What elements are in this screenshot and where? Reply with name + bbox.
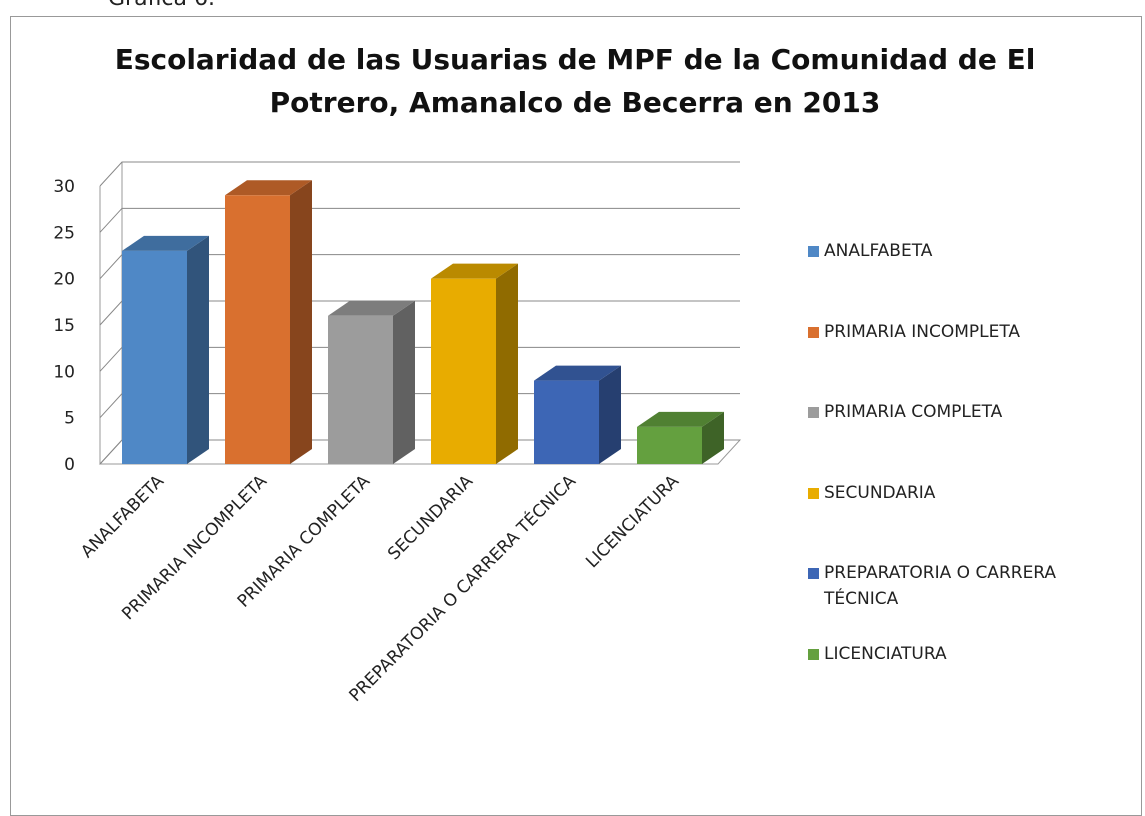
bar	[122, 250, 187, 464]
x-tick-label: PREPARATORIA O CARRERA TÉCNICA	[344, 470, 580, 706]
bar-side	[496, 263, 518, 464]
bar	[637, 426, 702, 464]
x-tick-label: LICENCIATURA	[582, 471, 683, 572]
grid-line	[99, 207, 740, 233]
legend-swatch	[808, 326, 819, 338]
legend-label: SECUNDARIA	[824, 482, 936, 503]
x-tick-label: ANALFABETA	[77, 471, 168, 562]
bar-top	[637, 411, 724, 427]
legend-item: PRIMARIA INCOMPLETA	[808, 319, 1124, 345]
bar	[225, 195, 290, 464]
legend-swatch	[808, 246, 819, 257]
bar-side	[599, 365, 621, 464]
legend-label: ANALFABETA	[824, 241, 933, 261]
legend-item: PRIMARIA COMPLETA	[808, 399, 1124, 425]
bar-side	[187, 235, 209, 464]
bar-side	[393, 300, 415, 464]
chart-title: Escolaridad de las Usuarias de MPF de la…	[114, 43, 1036, 119]
legend-label: PREPARATORIA O CARRERA TÉCNICA	[824, 563, 1057, 609]
y-tick-label: 20	[53, 270, 75, 290]
legend-item: SECUNDARIA	[808, 480, 1124, 506]
legend-label: LICENCIATURA	[824, 643, 947, 664]
legend-swatch	[808, 648, 819, 660]
y-tick-label: 30	[53, 177, 75, 197]
y-tick-label: 5	[64, 409, 75, 429]
bar-top	[328, 300, 415, 316]
legend-swatch	[808, 487, 819, 499]
bar-top	[225, 180, 312, 196]
y-tick-label: 25	[53, 223, 75, 243]
bar	[534, 380, 599, 464]
legend-swatch	[808, 407, 819, 418]
legend-item: PREPARATORIA O CARRERA TÉCNICA	[808, 560, 1124, 612]
legend-label: PRIMARIA COMPLETA	[824, 402, 1003, 422]
legend-item: ANALFABETA	[808, 238, 1124, 264]
legend-label: PRIMARIA INCOMPLETA	[824, 321, 1021, 342]
bar-side	[702, 411, 724, 464]
bar-top	[122, 235, 209, 251]
bar	[431, 278, 496, 464]
y-tick-label: 10	[53, 362, 75, 382]
legend-item: LICENCIATURA	[808, 641, 1124, 667]
caption: Gráfica 6.	[108, 0, 215, 11]
bar-side	[290, 180, 312, 464]
y-tick-label: 15	[53, 316, 75, 336]
legend-swatch	[808, 568, 819, 579]
grid-line	[99, 161, 740, 187]
y-tick-label: 0	[64, 455, 75, 475]
bar-top	[534, 365, 621, 381]
x-tick-label: SECUNDARIA	[384, 471, 477, 564]
bar	[328, 315, 393, 464]
bar-top	[431, 263, 518, 279]
